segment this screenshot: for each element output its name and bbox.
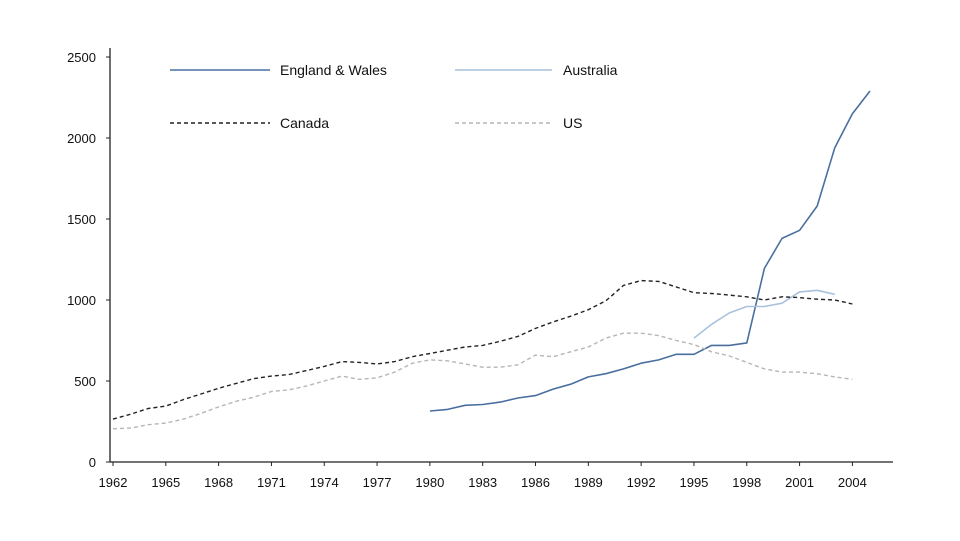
y-tick-label: 1000: [67, 293, 96, 308]
x-tick-label: 1962: [99, 475, 128, 490]
series-line-england-wales: [429, 90, 871, 412]
y-tick-label: 0: [89, 455, 96, 470]
y-tick-label: 500: [74, 374, 96, 389]
legend-label-us: US: [563, 115, 582, 131]
y-tick-label: 1500: [67, 212, 96, 227]
x-tick-label: 1992: [627, 475, 656, 490]
x-tick-label: 2001: [785, 475, 814, 490]
series-line-us: [112, 332, 853, 430]
legend: England & Wales Australia Canada US: [170, 62, 618, 131]
legend-label-canada: Canada: [280, 115, 329, 131]
series-group: [112, 90, 871, 430]
x-tick-label: 2004: [838, 475, 867, 490]
x-tick-label: 1989: [574, 475, 603, 490]
series-line-canada: [112, 279, 853, 420]
x-tick-label: 1971: [257, 475, 286, 490]
x-tick-label: 1995: [679, 475, 708, 490]
x-tick-label: 1998: [732, 475, 761, 490]
x-tick-label: 1974: [310, 475, 339, 490]
x-tick-label: 1983: [468, 475, 497, 490]
y-tick-label: 2000: [67, 131, 96, 146]
x-tick-label: 1968: [204, 475, 233, 490]
y-tick-label: 2500: [67, 50, 96, 65]
x-tick-label: 1980: [415, 475, 444, 490]
x-tick-label: 1986: [521, 475, 550, 490]
x-tick-label: 1965: [151, 475, 180, 490]
series-line-australia: [693, 289, 835, 339]
axes: 0 500 1000 1500 2000 2500 1962 1965 1968 1971 1974…: [67, 48, 893, 490]
legend-label-england-wales: England & Wales: [280, 62, 387, 78]
legend-label-australia: Australia: [563, 62, 618, 78]
x-tick-label: 1977: [363, 475, 392, 490]
